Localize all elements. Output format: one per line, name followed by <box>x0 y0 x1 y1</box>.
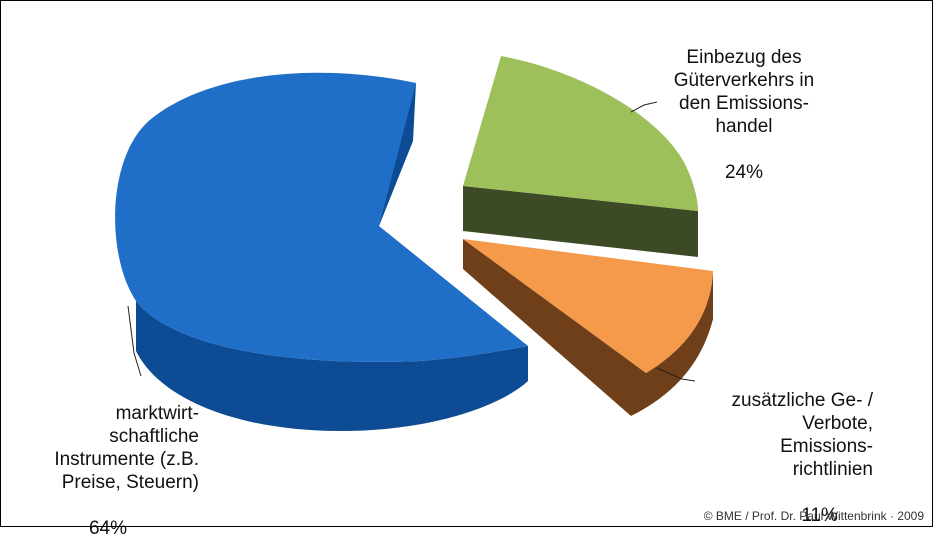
slice-side-gueterverkehr <box>463 186 698 257</box>
label-verbote-percent: 11% <box>801 505 838 526</box>
label-verbote-text: zusätzliche Ge- / Verbote, Emissions- ri… <box>731 390 874 480</box>
slice-side-instrumente <box>136 83 528 431</box>
slice-instrumente <box>115 72 528 362</box>
label-instrumente-percent: 64% <box>88 518 128 539</box>
copyright-credit: © BME / Prof. Dr. Paul Wittenbrink · 200… <box>703 509 924 523</box>
slice-side-verbote <box>463 239 713 416</box>
label-instrumente-text: marktwirt- schaftliche Instrumente (z.B.… <box>54 403 199 493</box>
slice-gueterverkehr <box>463 56 698 211</box>
label-verbote: zusätzliche Ge- / Verbote, Emissions- ri… <box>689 366 874 527</box>
leader-line-verbote <box>656 367 696 382</box>
label-gueterverkehr-percent: 24% <box>724 162 764 183</box>
slice-verbote <box>463 239 713 373</box>
label-instrumente: marktwirt- schaftliche Instrumente (z.B.… <box>17 379 199 540</box>
pie-chart <box>115 56 713 431</box>
label-gueterverkehr-text: Einbezug des Güterverkehrs in den Emissi… <box>673 47 815 137</box>
leader-line-instrumente <box>127 305 142 377</box>
label-gueterverkehr: Einbezug des Güterverkehrs in den Emissi… <box>655 23 833 184</box>
leader-line-gueterverkehr <box>630 101 658 113</box>
